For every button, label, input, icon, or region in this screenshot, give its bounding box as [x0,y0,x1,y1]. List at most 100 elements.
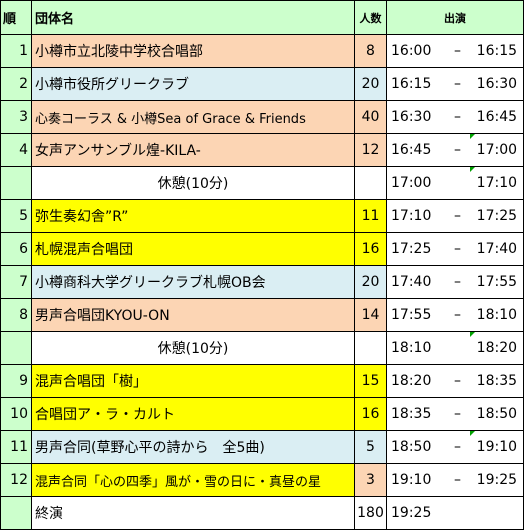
order-cell[interactable]: 6 [0,232,32,266]
end-time-cell[interactable]: 19:10 [469,430,525,464]
start-time-cell[interactable]: 17:25 [386,232,446,266]
start-time-cell[interactable]: 17:00 [386,166,446,200]
group-name-cell[interactable]: 札幌混声合唱団 [31,232,355,266]
table-row: 12 混声合同「心の四季」風が・雪の日に・真昼の星 3 19:10 – 19:2… [0,463,525,497]
end-time-cell[interactable]: 17:25 [469,199,525,233]
dash-cell[interactable]: – [445,34,470,68]
start-time-cell[interactable]: 17:10 [386,199,446,233]
count-cell[interactable] [354,331,387,365]
start-time-cell[interactable]: 18:20 [386,364,446,398]
order-cell[interactable]: 7 [0,265,32,299]
order-cell[interactable] [0,496,32,530]
dash-cell[interactable] [445,166,470,200]
group-name-cell[interactable]: 小樽市立北陵中学校合唱部 [31,34,355,68]
dash-cell[interactable]: – [445,199,470,233]
end-time-cell[interactable]: 18:10 [469,298,525,332]
start-time-cell[interactable]: 16:15 [386,67,446,101]
group-name-cell[interactable]: 混声合唱団「樹」 [31,364,355,398]
break-row: 休憩(10分) 17:00 17:10 [0,166,525,200]
order-cell[interactable]: 1 [0,34,32,68]
order-cell[interactable]: 9 [0,364,32,398]
start-time-cell[interactable]: 16:00 [386,34,446,68]
start-time-cell[interactable]: 17:55 [386,298,446,332]
header-row: 順 団体名 人数 出演 [0,0,525,35]
count-cell[interactable]: 20 [354,67,387,101]
count-cell[interactable]: 12 [354,133,387,167]
break-label-cell[interactable]: 休憩(10分) [31,331,355,365]
count-cell[interactable]: 40 [354,100,387,134]
order-cell[interactable] [0,331,32,365]
dash-cell[interactable]: – [445,430,470,464]
dash-cell[interactable]: – [445,232,470,266]
order-cell[interactable]: 5 [0,199,32,233]
count-cell[interactable]: 16 [354,232,387,266]
order-cell[interactable]: 3 [0,100,32,134]
start-time-cell[interactable]: 18:10 [386,331,446,365]
order-cell[interactable]: 11 [0,430,32,464]
count-cell[interactable]: 15 [354,364,387,398]
start-time-cell[interactable]: 19:10 [386,463,446,497]
end-time-cell[interactable]: 16:30 [469,67,525,101]
group-name-cell[interactable]: 合唱団ア・ラ・カルト [31,397,355,431]
count-cell[interactable] [354,166,387,200]
start-time-cell[interactable]: 19:25 [386,496,446,530]
end-time-cell[interactable]: 16:15 [469,34,525,68]
order-cell[interactable] [0,166,32,200]
start-time-cell[interactable]: 18:35 [386,397,446,431]
end-time-cell[interactable]: 17:00 [469,133,525,167]
group-name-cell[interactable]: 心奏コーラス & 小樽Sea of Grace & Friends [31,100,355,134]
closing-label-cell[interactable]: 終演 [31,496,355,530]
break-label-cell[interactable]: 休憩(10分) [31,166,355,200]
order-cell[interactable]: 2 [0,67,32,101]
dash-cell[interactable]: – [445,67,470,101]
end-time-cell[interactable]: 17:10 [469,166,525,200]
table-row: 11 男声合同(草野心平の詩から 全5曲) 5 18:50 – 19:10 [0,430,525,464]
count-cell[interactable]: 20 [354,265,387,299]
count-cell[interactable]: 14 [354,298,387,332]
start-time-cell[interactable]: 17:40 [386,265,446,299]
group-name-cell[interactable]: 小樽市役所グリークラブ [31,67,355,101]
end-time-cell[interactable]: 18:20 [469,331,525,365]
end-time-cell[interactable]: 17:40 [469,232,525,266]
header-count: 人数 [354,0,387,35]
order-cell[interactable]: 8 [0,298,32,332]
group-name-cell[interactable]: 男声合同(草野心平の詩から 全5曲) [31,430,355,464]
group-name-cell[interactable]: 女声アンサンブル煌-KILA- [31,133,355,167]
start-time-cell[interactable]: 18:50 [386,430,446,464]
group-name-cell[interactable]: 小樽商科大学グリークラブ札幌OB会 [31,265,355,299]
closing-row: 終演 180 19:25 [0,496,525,530]
end-time-cell[interactable]: 19:25 [469,463,525,497]
count-cell[interactable]: 16 [354,397,387,431]
start-time-cell[interactable]: 16:45 [386,133,446,167]
total-count-cell[interactable]: 180 [354,496,387,530]
order-cell[interactable]: 10 [0,397,32,431]
dash-cell[interactable] [445,496,470,530]
count-cell[interactable]: 11 [354,199,387,233]
header-performance: 出演 [385,0,525,35]
dash-cell[interactable]: – [445,463,470,497]
group-name-cell[interactable]: 弥生奏幻舎”R” [31,199,355,233]
end-time-cell[interactable] [469,496,525,530]
count-cell[interactable]: 3 [354,463,387,497]
header-order: 順 [0,0,32,35]
dash-cell[interactable]: – [445,265,470,299]
count-cell[interactable]: 5 [354,430,387,464]
dash-cell[interactable]: – [445,298,470,332]
end-time-cell[interactable]: 17:55 [469,265,525,299]
table-row: 5 弥生奏幻舎”R” 11 17:10 – 17:25 [0,199,525,233]
dash-cell[interactable]: – [445,133,470,167]
order-cell[interactable]: 4 [0,133,32,167]
dash-cell[interactable]: – [445,397,470,431]
count-cell[interactable]: 8 [354,34,387,68]
group-name-cell[interactable]: 男声合唱団KYOU-ON [31,298,355,332]
dash-cell[interactable]: – [445,100,470,134]
order-cell[interactable]: 12 [0,463,32,497]
dash-cell[interactable]: – [445,364,470,398]
table-row: 8 男声合唱団KYOU-ON 14 17:55 – 18:10 [0,298,525,332]
start-time-cell[interactable]: 16:30 [386,100,446,134]
end-time-cell[interactable]: 16:45 [469,100,525,134]
end-time-cell[interactable]: 18:50 [469,397,525,431]
dash-cell[interactable] [445,331,470,365]
group-name-cell[interactable]: 混声合同「心の四季」風が・雪の日に・真昼の星 [31,463,355,497]
end-time-cell[interactable]: 18:35 [469,364,525,398]
